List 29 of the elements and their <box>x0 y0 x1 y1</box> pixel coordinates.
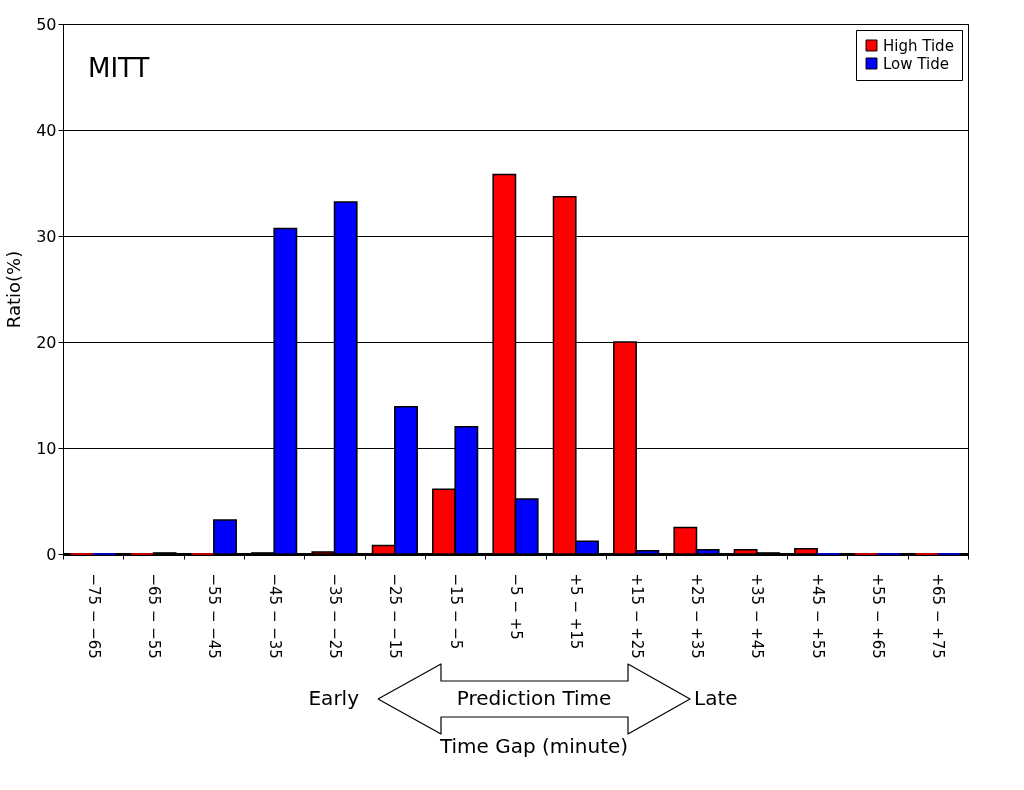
x-tick-label: +25 − +35 <box>688 573 706 659</box>
y-tick-label: 50 <box>36 14 57 34</box>
y-tick-label: 0 <box>46 544 57 564</box>
text: Early <box>308 686 360 710</box>
text: Prediction Time <box>456 686 612 710</box>
x-tick-label: −5 − +5 <box>507 573 525 640</box>
y-tick-label: 10 <box>36 438 57 458</box>
x-axis-title: Time Gap (minute) <box>438 734 629 758</box>
x-tick-label: +65 − +75 <box>929 573 948 659</box>
x-tick-label: −25 − −15 <box>386 573 405 659</box>
x-tick-label: +55 − +65 <box>869 573 887 659</box>
legend-label: Low Tide <box>883 54 949 73</box>
x-tick-label: −45 − −35 <box>265 573 284 659</box>
text: Late <box>694 686 738 710</box>
x-tick-label: −75 − −65 <box>84 573 103 659</box>
y-tick-label: 40 <box>36 120 57 140</box>
x-tick-label: −65 − −55 <box>145 573 163 659</box>
y-axis-title: Ratio(%) <box>3 250 25 329</box>
y-tick-label: 20 <box>36 332 57 352</box>
x-tick-label: −35 − −25 <box>326 573 344 659</box>
x-tick-label: −55 − −45 <box>205 573 224 659</box>
x-tick-label: −15 − −5 <box>446 573 465 650</box>
x-tick-label: +45 − +55 <box>808 573 827 659</box>
text: MITT <box>88 53 150 83</box>
x-tick-label: +15 − +25 <box>627 573 646 659</box>
x-tick-label: +35 − +45 <box>748 573 767 659</box>
x-tick-label: +5 − +15 <box>567 573 586 650</box>
legend-label: High Tide <box>883 36 954 55</box>
y-tick-label: 30 <box>36 226 57 246</box>
